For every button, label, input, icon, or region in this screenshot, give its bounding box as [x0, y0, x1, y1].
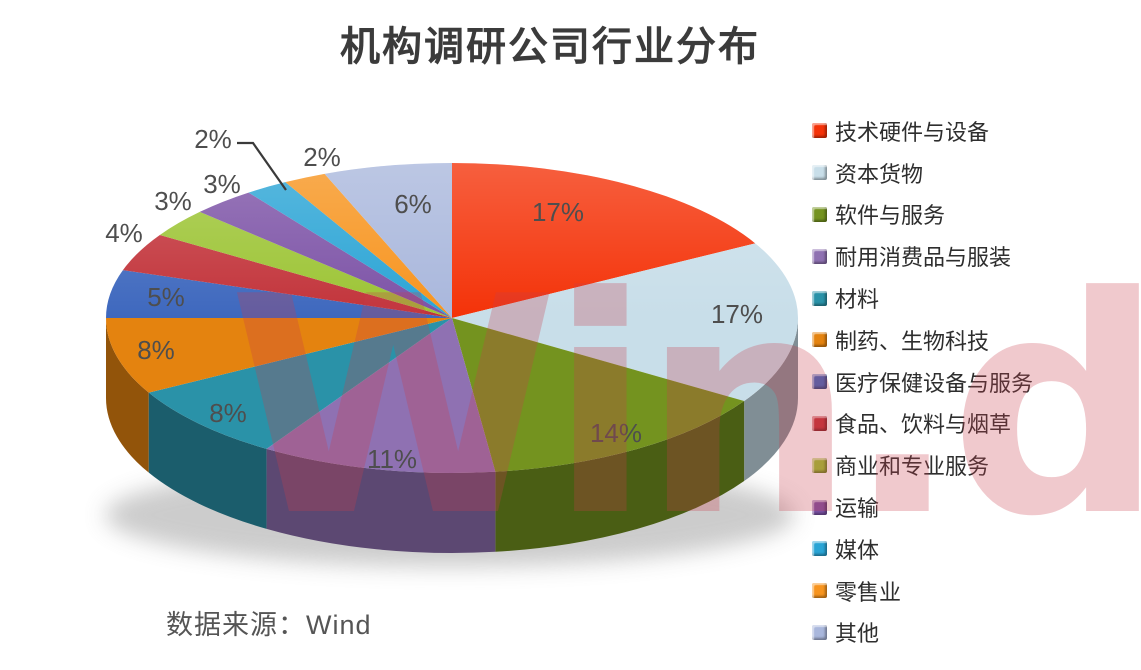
- legend-swatch-4: [812, 290, 827, 306]
- pie-label-0: 17%: [532, 197, 584, 227]
- label-leader-line: [237, 141, 287, 191]
- legend-item-2: 软件与服务: [812, 194, 1033, 236]
- pie-slice-side-1: [744, 318, 798, 482]
- legend-label-11: 零售业: [835, 579, 902, 605]
- pie-slice-side-4: [148, 392, 267, 529]
- legend-swatch-8: [812, 457, 827, 473]
- legend-label-12: 其他: [835, 621, 880, 647]
- legend-swatch-9: [812, 499, 827, 515]
- legend-label-3: 耐用消费品与服装: [835, 245, 1012, 271]
- legend-label-6: 医疗保健设备与服务: [835, 370, 1034, 396]
- pie-slice-side-5: [106, 318, 149, 473]
- pie-label-3: 11%: [367, 444, 417, 474]
- legend-item-0: 技术硬件与设备: [812, 110, 1033, 152]
- pie-slice-side-3: [266, 448, 496, 553]
- legend-label-9: 运输: [835, 496, 880, 522]
- pie-label-4: 8%: [209, 398, 247, 428]
- pie-label-6: 5%: [147, 282, 185, 312]
- legend-item-5: 制药、生物科技: [812, 319, 1033, 361]
- legend-item-1: 资本货物: [812, 152, 1033, 194]
- legend-item-7: 食品、饮料与烟草: [812, 403, 1033, 445]
- pie-label-9: 3%: [203, 169, 241, 199]
- legend-swatch-1: [812, 165, 827, 181]
- legend-swatch-10: [812, 541, 827, 557]
- legend-label-5: 制药、生物科技: [835, 328, 990, 354]
- pie-sheen: [106, 163, 798, 473]
- pie-label-5: 8%: [137, 335, 175, 365]
- pie-label-11: 2%: [303, 142, 341, 172]
- legend-label-0: 技术硬件与设备: [835, 119, 990, 145]
- pie-label-2: 14%: [590, 418, 642, 448]
- legend-swatch-12: [812, 624, 827, 640]
- legend-swatch-6: [812, 374, 827, 390]
- legend-swatch-3: [812, 248, 827, 264]
- legend-label-10: 媒体: [835, 537, 880, 563]
- legend-label-8: 商业和专业服务: [835, 454, 990, 480]
- pie-label-8: 3%: [154, 186, 192, 216]
- legend-swatch-2: [812, 206, 827, 222]
- pie-slice-side-2: [495, 401, 745, 552]
- legend: 技术硬件与设备 资本货物软件与服务耐用消费品与服装 材料制药、生物科技医疗保健设备与…: [812, 110, 1033, 653]
- legend-swatch-7: [812, 415, 827, 431]
- chart-title: 机构调研公司行业分布: [340, 23, 760, 70]
- legend-label-4: 材料: [835, 287, 880, 313]
- legend-swatch-11: [812, 583, 827, 599]
- pie-label-12: 6%: [394, 189, 432, 219]
- pie-label-1: 17%: [711, 299, 763, 329]
- legend-item-11: 零售业: [812, 570, 1033, 612]
- legend-item-4: 材料: [812, 277, 1033, 319]
- legend-item-12: 其他: [812, 612, 1033, 654]
- legend-item-6: 医疗保健设备与服务: [812, 361, 1033, 403]
- legend-item-3: 耐用消费品与服装: [812, 235, 1033, 277]
- pie-label-10: 2%: [194, 124, 232, 154]
- legend-swatch-0: [812, 123, 827, 139]
- legend-item-10: 媒体: [812, 528, 1033, 570]
- legend-item-9: 运输: [812, 486, 1033, 528]
- data-source-note: 数据来源：Wind: [166, 610, 372, 640]
- pie-label-7: 4%: [105, 218, 143, 248]
- legend-label-2: 软件与服务: [835, 203, 946, 229]
- legend-item-8: 商业和专业服务: [812, 444, 1033, 486]
- legend-label-7: 食品、饮料与烟草: [835, 412, 1012, 438]
- legend-label-1: 资本货物: [835, 161, 924, 187]
- legend-swatch-5: [812, 332, 827, 348]
